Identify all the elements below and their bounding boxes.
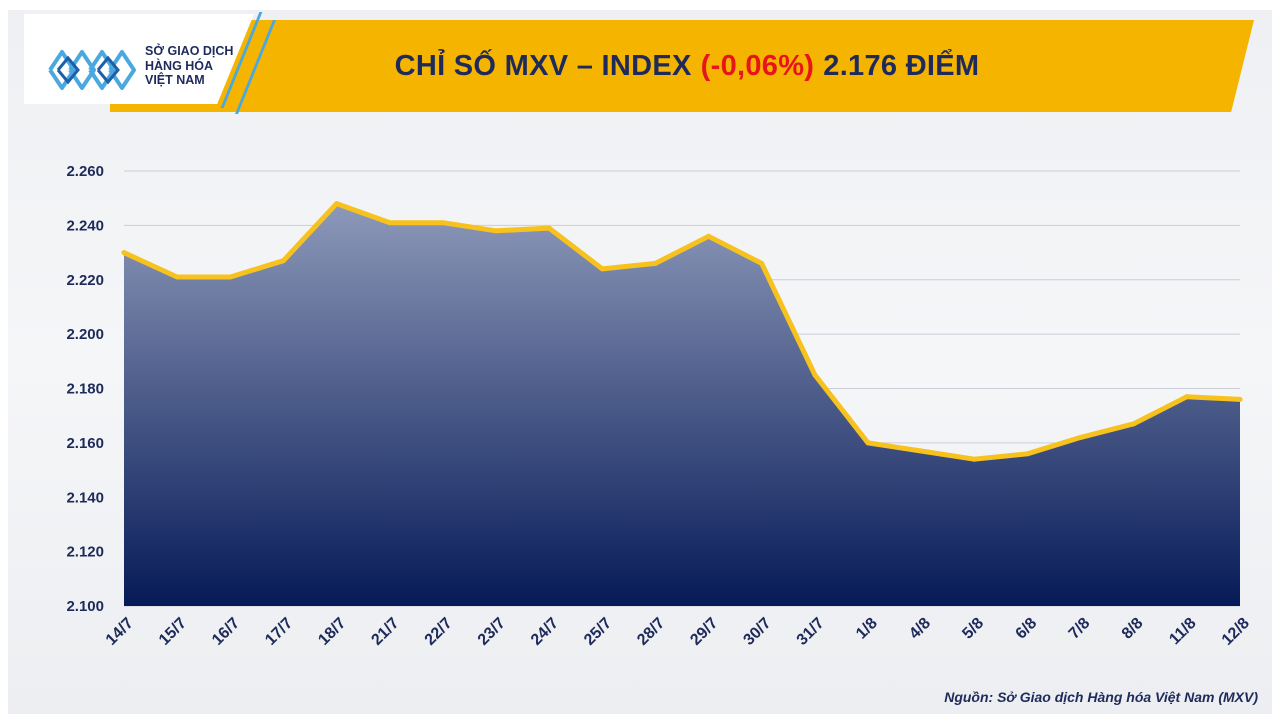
- x-tick-label: 30/7: [741, 615, 775, 649]
- y-tick-label: 2.120: [66, 544, 104, 561]
- y-tick-label: 2.160: [66, 435, 104, 452]
- data-point-5-8: [971, 456, 977, 462]
- series-line: [121, 201, 1243, 462]
- logo-line-3: VIỆT NAM: [145, 73, 205, 87]
- data-point-22-7: [440, 220, 446, 226]
- x-tick-label: 11/8: [1166, 615, 1199, 648]
- x-axis-tick-labels: 14/7 15/7 16/7 17/7 18/7 21/7 22/7 23/7 24/7 25/7…: [103, 615, 1253, 649]
- title-change-percent: (-0,06%): [700, 49, 815, 82]
- chart-title: CHỈ SỐ MXV – INDEX (-0,06%) 2.176 ĐIỂM: [150, 20, 1224, 112]
- x-tick-label: 8/8: [1119, 615, 1147, 643]
- data-point-6-8: [1024, 451, 1030, 457]
- y-tick-label: 2.140: [66, 489, 104, 506]
- data-point-7-8: [1078, 434, 1084, 440]
- source-note: Nguồn: Sở Giao dịch Hàng hóa Việt Nam (M…: [944, 689, 1258, 705]
- x-tick-label: 6/8: [1013, 615, 1041, 643]
- y-tick-label: 2.240: [66, 217, 104, 234]
- data-point-11-8: [1184, 394, 1190, 400]
- x-tick-label: 29/7: [687, 615, 721, 649]
- data-point-1-8: [865, 440, 871, 446]
- x-tick-label: 28/7: [634, 615, 668, 649]
- x-tick-label: 4/8: [906, 615, 934, 643]
- data-point-21-7: [387, 220, 393, 226]
- x-tick-label: 5/8: [959, 615, 987, 643]
- data-point-4-8: [918, 448, 924, 454]
- x-tick-label: 12/8: [1219, 615, 1253, 649]
- x-tick-label: 21/7: [369, 615, 403, 649]
- logo-text: SỞ GIAO DỊCH HÀNG HÓA VIỆT NAM: [145, 44, 255, 88]
- data-point-31-7: [812, 372, 818, 378]
- y-tick-label: 2.220: [66, 272, 104, 289]
- data-point-23-7: [493, 228, 499, 234]
- title-banner: [110, 20, 1254, 112]
- x-tick-label: 18/7: [315, 615, 349, 649]
- x-tick-label: 31/7: [794, 615, 828, 649]
- data-point-30-7: [759, 260, 765, 266]
- data-point-18-7: [334, 201, 340, 207]
- data-point-25-7: [599, 266, 605, 272]
- data-point-8-8: [1131, 421, 1137, 427]
- data-point-28-7: [652, 260, 658, 266]
- data-point-17-7: [280, 258, 286, 264]
- x-tick-label: 1/8: [853, 615, 881, 643]
- y-tick-label: 2.200: [66, 326, 104, 343]
- logo-line-1: SỞ GIAO DỊCH: [145, 44, 234, 58]
- x-tick-label: 7/8: [1066, 615, 1094, 643]
- x-tick-label: 22/7: [422, 615, 456, 649]
- title-prefix: CHỈ SỐ MXV – INDEX: [394, 49, 692, 82]
- x-tick-label: 23/7: [475, 615, 509, 649]
- x-tick-label: 16/7: [209, 615, 243, 649]
- data-point-29-7: [706, 233, 712, 239]
- x-tick-label: 17/7: [262, 615, 296, 649]
- x-tick-label: 24/7: [528, 615, 562, 649]
- data-point-14-7: [121, 250, 127, 256]
- y-axis-tick-labels: 2.100 2.120 2.140 2.160 2.180 2.200 2.220 2.240…: [66, 163, 104, 615]
- area-fill: [124, 203, 1240, 606]
- x-tick-label: 15/7: [156, 615, 190, 649]
- y-tick-label: 2.180: [66, 381, 104, 398]
- mxv-logo-icon: [48, 50, 136, 90]
- data-point-15-7: [174, 274, 180, 280]
- x-tick-label: 25/7: [581, 615, 615, 649]
- y-tick-label: 2.260: [66, 163, 104, 180]
- y-tick-label: 2.100: [66, 598, 104, 615]
- x-tick-label: 14/7: [103, 615, 137, 649]
- data-point-24-7: [546, 225, 552, 231]
- title-index-value: 2.176 ĐIỂM: [823, 49, 980, 82]
- logo-line-2: HÀNG HÓA: [145, 58, 214, 73]
- data-point-16-7: [227, 274, 233, 280]
- data-point-12-8: [1237, 396, 1243, 402]
